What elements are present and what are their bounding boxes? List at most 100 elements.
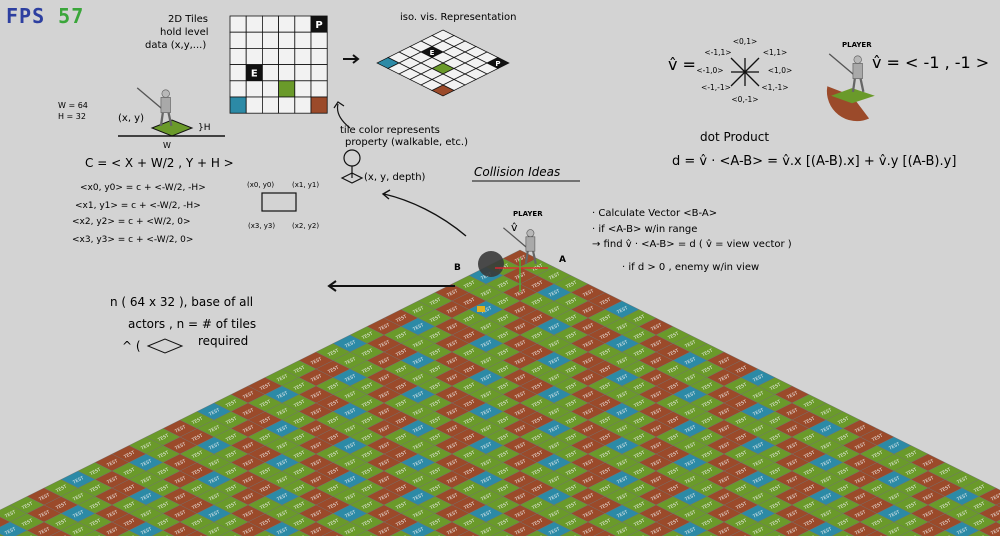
- floor-tile-label: TEST: [105, 526, 119, 536]
- tile-diamond-icon: [146, 338, 184, 354]
- floor-tile-label: TEST: [411, 509, 425, 520]
- floor-tile-label: TEST: [479, 424, 493, 435]
- floor-tile-label: TEST: [394, 416, 408, 427]
- floor-tile-label: TEST: [224, 501, 238, 512]
- floor-tile: [400, 521, 436, 536]
- floor-tile-label: TEST: [683, 424, 697, 435]
- floor-tile-label: TEST: [394, 399, 408, 410]
- floor-tile: [740, 521, 776, 536]
- floor-tile: [627, 530, 651, 536]
- floor-tile-label: TEST: [564, 501, 578, 512]
- dot-title: dot Product: [700, 130, 769, 144]
- depth-label: (x, y, depth): [364, 172, 426, 183]
- floor-tile-label: TEST: [411, 526, 425, 536]
- player-label-right: PLAYER: [842, 41, 872, 49]
- floor-tile-label: TEST: [870, 450, 884, 461]
- floor-tile-label: TEST: [496, 433, 510, 444]
- floor-tile-label: TEST: [292, 365, 306, 376]
- floor-tile-label: TEST: [360, 518, 374, 529]
- floor-tile-label: TEST: [394, 450, 408, 461]
- floor-tile-label: TEST: [360, 348, 374, 359]
- floor-tile-label: TEST: [632, 518, 646, 529]
- floor-tile-label: TEST: [292, 467, 306, 478]
- floor-tile-label: TEST: [496, 280, 510, 291]
- floor-tile-label: TEST: [377, 373, 391, 384]
- floor-tile-label: TEST: [156, 433, 170, 444]
- floor-tile-label: TEST: [360, 450, 374, 461]
- floor-tile-label: TEST: [479, 526, 493, 536]
- floor-tile-label: TEST: [666, 433, 680, 444]
- floor-tile-label: TEST: [530, 484, 544, 495]
- floor-tile-label: TEST: [258, 467, 272, 478]
- floor-tile-label: TEST: [411, 339, 425, 350]
- compass-label: <0,-1>: [731, 95, 758, 104]
- floor-tile-label: TEST: [717, 526, 731, 536]
- floor-tile-label: TEST: [462, 518, 476, 529]
- floor-tile-label: TEST: [836, 501, 850, 512]
- floor-tile-label: TEST: [972, 501, 986, 512]
- floor-tile-label: TEST: [887, 441, 901, 452]
- floor-tile-label: TEST: [88, 467, 102, 478]
- grid-cell: [229, 48, 247, 66]
- floor-tile-label: TEST: [88, 484, 102, 495]
- floor-tile-label: TEST: [853, 526, 867, 536]
- floor-tile-label: TEST: [309, 373, 323, 384]
- floor-tile-label: TEST: [802, 450, 816, 461]
- floor-tile-label: TEST: [258, 450, 272, 461]
- floor-tile-label: TEST: [513, 475, 527, 486]
- floor-tile-label: TEST: [462, 501, 476, 512]
- floor-tile-label: TEST: [700, 382, 714, 393]
- floor-tile-label: TEST: [581, 441, 595, 452]
- floor-tile-label: TEST: [615, 526, 629, 536]
- floor-tile-label: TEST: [598, 518, 612, 529]
- floor-tile-label: TEST: [921, 458, 935, 469]
- floor-tile-label: TEST: [377, 407, 391, 418]
- floor-tile-label: TEST: [683, 373, 697, 384]
- floor-tile-label: TEST: [428, 348, 442, 359]
- floor-tile-label: TEST: [615, 322, 629, 333]
- grid-cell: [229, 31, 247, 49]
- floor-tile-label: TEST: [564, 280, 578, 291]
- floor-tile-label: TEST: [139, 492, 153, 503]
- floor-tile-label: TEST: [581, 322, 595, 333]
- floor-tile-label: TEST: [564, 331, 578, 342]
- floor-tile-label: TEST: [632, 382, 646, 393]
- floor-tile-label: TEST: [462, 382, 476, 393]
- floor-tile-label: TEST: [190, 501, 204, 512]
- floor-tile-label: TEST: [326, 399, 340, 410]
- floor-tile-label: TEST: [275, 441, 289, 452]
- floor-tile-label: TEST: [581, 305, 595, 316]
- floor-tile-label: TEST: [700, 416, 714, 427]
- floor-tile-label: TEST: [326, 382, 340, 393]
- floor-tile-label: TEST: [428, 467, 442, 478]
- tile-h-marker: }H: [198, 123, 211, 133]
- floor-tile-label: TEST: [275, 407, 289, 418]
- floor-tile-label: TEST: [394, 365, 408, 376]
- floor-tile: [117, 530, 141, 536]
- floor-tile-label: TEST: [513, 526, 527, 536]
- floor-tile-label: TEST: [683, 475, 697, 486]
- floor-tile-label: TEST: [411, 475, 425, 486]
- floor-tile-label: TEST: [819, 492, 833, 503]
- floor-tile-label: TEST: [819, 441, 833, 452]
- grid-cell: [261, 80, 279, 98]
- floor-tile-label: TEST: [343, 492, 357, 503]
- floor-tile-label: TEST: [275, 390, 289, 401]
- floor-tile-label: TEST: [683, 526, 697, 536]
- floor-tile-label: TEST: [445, 305, 459, 316]
- floor-tile-label: TEST: [479, 390, 493, 401]
- knight-sprite-center: [502, 227, 537, 265]
- floor-tile-label: TEST: [343, 475, 357, 486]
- floor-tile-label: TEST: [479, 271, 493, 282]
- floor-tile-label: TEST: [411, 424, 425, 435]
- floor-tile-label: TEST: [530, 280, 544, 291]
- tile-grid-2d: PE: [229, 15, 328, 114]
- center-vhat: v̂: [511, 221, 518, 234]
- floor-tile-label: TEST: [921, 509, 935, 520]
- floor-tile-label: TEST: [326, 365, 340, 376]
- floor-tile-label: TEST: [700, 365, 714, 376]
- floor-tile-label: TEST: [275, 492, 289, 503]
- floor-tile-label: TEST: [904, 484, 918, 495]
- floor-tile-label: TEST: [292, 518, 306, 529]
- floor-tile-label: TEST: [734, 518, 748, 529]
